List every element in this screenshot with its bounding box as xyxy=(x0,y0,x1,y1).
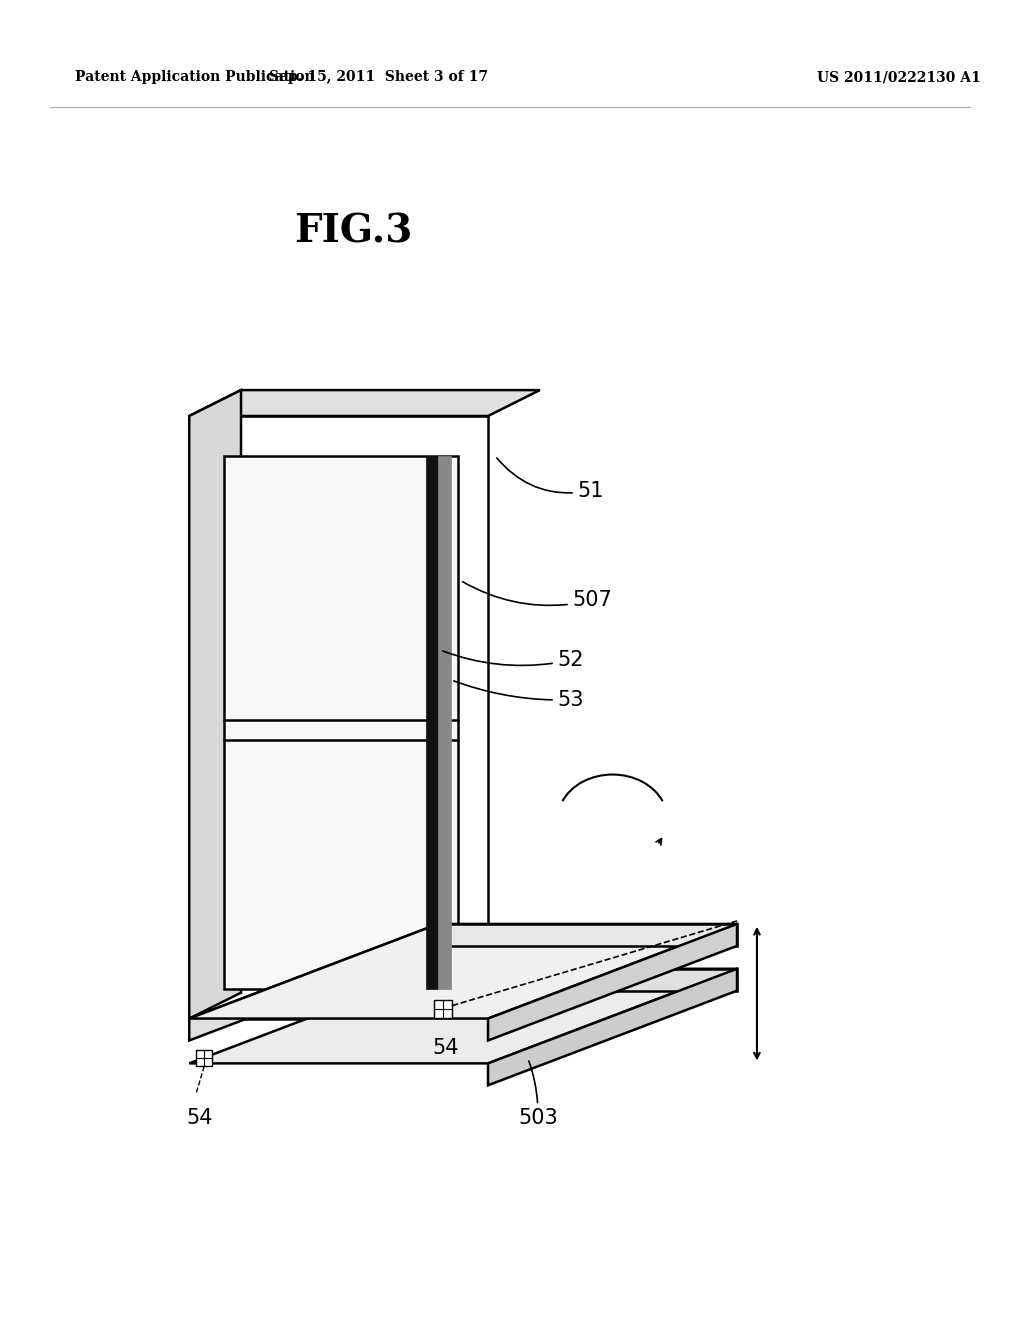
Polygon shape xyxy=(189,969,737,1064)
Polygon shape xyxy=(189,416,488,1019)
Text: Patent Application Publication: Patent Application Publication xyxy=(75,70,314,84)
Polygon shape xyxy=(224,455,458,989)
Polygon shape xyxy=(438,455,452,989)
Polygon shape xyxy=(197,1051,212,1067)
Polygon shape xyxy=(189,391,241,1019)
Polygon shape xyxy=(488,969,737,1085)
Text: FIG.3: FIG.3 xyxy=(294,213,413,251)
Polygon shape xyxy=(438,969,737,991)
Polygon shape xyxy=(426,455,438,989)
Polygon shape xyxy=(434,999,453,1018)
Text: 53: 53 xyxy=(454,681,585,710)
Polygon shape xyxy=(488,924,737,1040)
Polygon shape xyxy=(189,391,540,416)
Text: 503: 503 xyxy=(518,1061,558,1129)
Polygon shape xyxy=(438,924,737,946)
Polygon shape xyxy=(189,924,737,1019)
Text: 507: 507 xyxy=(463,582,612,610)
Text: 54: 54 xyxy=(432,1039,459,1059)
Polygon shape xyxy=(189,924,438,1040)
Text: 52: 52 xyxy=(442,649,585,671)
Text: 51: 51 xyxy=(497,458,604,500)
Text: Sep. 15, 2011  Sheet 3 of 17: Sep. 15, 2011 Sheet 3 of 17 xyxy=(269,70,488,84)
Text: 54: 54 xyxy=(186,1109,212,1129)
Text: US 2011/0222130 A1: US 2011/0222130 A1 xyxy=(817,70,980,84)
